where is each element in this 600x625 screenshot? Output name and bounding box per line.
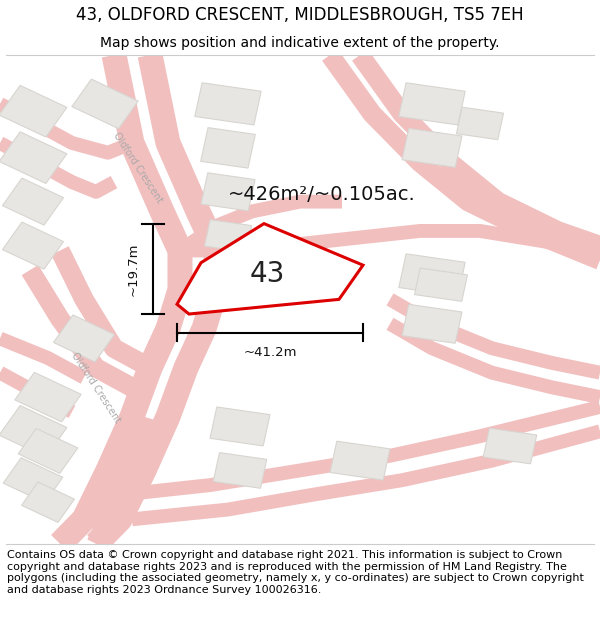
- Polygon shape: [457, 107, 503, 139]
- Text: 43: 43: [250, 260, 284, 288]
- Polygon shape: [2, 178, 64, 225]
- Polygon shape: [201, 173, 255, 211]
- Polygon shape: [399, 254, 465, 296]
- Polygon shape: [0, 86, 67, 137]
- Text: Oldford Crescent: Oldford Crescent: [70, 350, 122, 424]
- Text: ~19.7m: ~19.7m: [127, 242, 140, 296]
- Polygon shape: [205, 219, 251, 252]
- Text: Contains OS data © Crown copyright and database right 2021. This information is : Contains OS data © Crown copyright and d…: [7, 550, 584, 595]
- Polygon shape: [15, 372, 81, 422]
- Polygon shape: [195, 82, 261, 125]
- Polygon shape: [402, 304, 462, 343]
- Polygon shape: [415, 268, 467, 301]
- Polygon shape: [210, 407, 270, 446]
- Text: 43, OLDFORD CRESCENT, MIDDLESBROUGH, TS5 7EH: 43, OLDFORD CRESCENT, MIDDLESBROUGH, TS5…: [76, 6, 524, 24]
- Text: ~41.2m: ~41.2m: [243, 346, 297, 359]
- Polygon shape: [22, 482, 74, 522]
- Polygon shape: [201, 127, 255, 168]
- Text: ~426m²/~0.105ac.: ~426m²/~0.105ac.: [228, 185, 416, 204]
- Polygon shape: [0, 132, 67, 184]
- Polygon shape: [399, 82, 465, 125]
- Polygon shape: [72, 79, 138, 129]
- Polygon shape: [177, 224, 363, 314]
- Text: Oldford Crescent: Oldford Crescent: [112, 130, 164, 204]
- Polygon shape: [2, 222, 64, 269]
- Polygon shape: [402, 128, 462, 168]
- Polygon shape: [53, 315, 115, 362]
- Polygon shape: [18, 428, 78, 473]
- Polygon shape: [0, 406, 67, 457]
- Polygon shape: [330, 441, 390, 480]
- Polygon shape: [213, 452, 267, 488]
- Polygon shape: [3, 458, 63, 503]
- Text: Map shows position and indicative extent of the property.: Map shows position and indicative extent…: [100, 36, 500, 50]
- Polygon shape: [483, 428, 537, 464]
